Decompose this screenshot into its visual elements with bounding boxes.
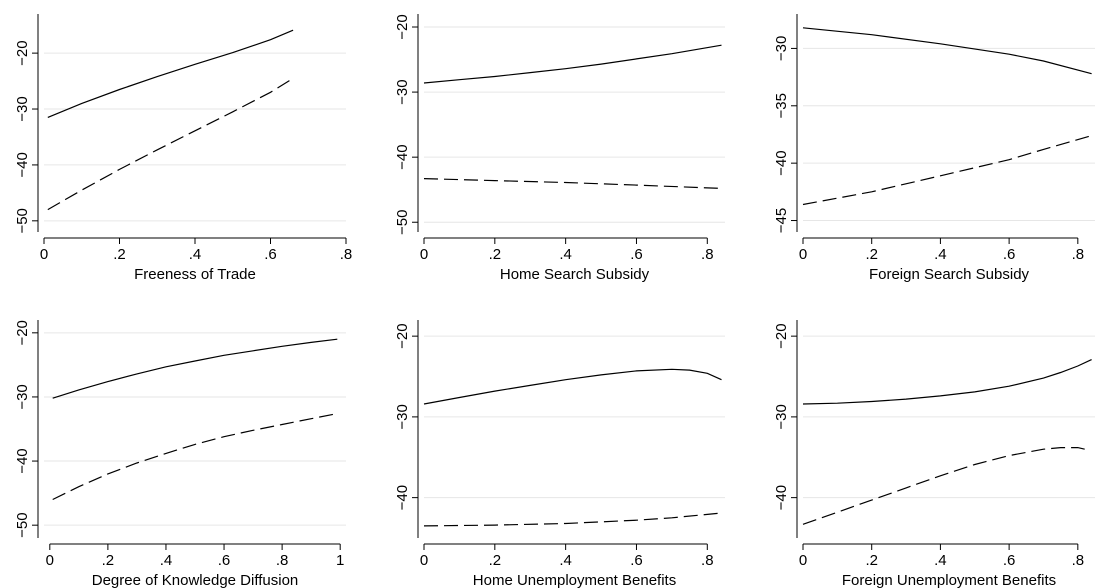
x-tick-label: .4 [559,246,572,263]
y-tick-label: −40 [773,150,790,175]
y-tick-label: −50 [14,512,31,537]
chart-panel-6: −40 −30 −20 0 .2 .4 .6 .8 Foreign Unemployment B… [773,320,1095,588]
y-tick-label: −20 [14,320,31,345]
x-tick-label: .2 [113,246,126,263]
x-axis-title: Freeness of Trade [134,266,256,283]
x-tick-label: .6 [1003,552,1016,569]
x-tick-label: .4 [934,246,947,263]
x-tick-label: .8 [340,246,353,263]
y-tick-label: −30 [394,404,411,429]
x-tick-label: .2 [865,246,878,263]
y-tick-label: −40 [394,485,411,510]
x-tick-label: 0 [420,246,428,263]
x-axis-title: Home Unemployment Benefits [473,572,676,588]
x-tick-label: .8 [1072,552,1085,569]
x-tick-label: 0 [799,246,807,263]
y-tick-label: −20 [773,323,790,348]
dashed-series-line [423,178,722,189]
x-tick-label: .8 [276,552,289,569]
y-tick-label: −30 [394,79,411,104]
x-tick-label: .2 [865,552,878,569]
y-tick-label: −30 [773,404,790,429]
solid-series-line [802,359,1092,405]
y-tick-label: −20 [394,14,411,39]
x-tick-label: .6 [1003,246,1016,263]
x-tick-label: .4 [559,552,572,569]
x-axis-title: Home Search Subsidy [500,266,650,283]
x-axis-title: Foreign Unemployment Benefits [842,572,1056,588]
solid-series-line [802,27,1092,75]
y-tick-label: −40 [773,485,790,510]
x-tick-label: .4 [160,552,173,569]
x-tick-label: .6 [630,552,643,569]
x-tick-label: .4 [934,552,947,569]
x-tick-label: .8 [701,552,714,569]
x-tick-label: 0 [420,552,428,569]
solid-series-line [52,338,338,399]
y-tick-label: −40 [394,144,411,169]
dashed-series-line [802,135,1092,206]
dashed-series-line [802,447,1085,525]
solid-series-line [423,368,722,405]
x-axis-title: Foreign Search Subsidy [869,266,1030,283]
x-tick-label: .4 [189,246,202,263]
x-tick-label: .8 [1072,246,1085,263]
x-tick-label: .2 [489,246,502,263]
x-tick-label: .6 [264,246,277,263]
x-tick-label: .6 [630,246,643,263]
y-tick-label: −45 [773,208,790,233]
y-tick-label: −40 [14,152,31,177]
y-tick-label: −20 [14,40,31,65]
y-tick-label: −30 [14,96,31,121]
dashed-series-line [47,77,294,211]
y-tick-label: −50 [14,208,31,233]
chart-panel-4: −50 −40 −30 −20 0 .2 .4 .6 .8 1 Degree of Knowledg… [14,320,346,588]
dashed-series-line [423,512,722,527]
y-tick-label: −20 [394,323,411,348]
chart-panel-3: −45 −40 −35 −30 0 .2 .4 .6 .8 Foreign Search Subs… [773,14,1095,283]
y-tick-label: −30 [773,36,790,61]
y-tick-label: −50 [394,210,411,235]
x-tick-label: .2 [489,552,502,569]
x-tick-label: 0 [799,552,807,569]
x-tick-label: 1 [336,552,344,569]
chart-panel-1: −50 −40 −30 −20 0 .2 .4 .6 .8 Freeness of Trade [14,14,352,283]
solid-series-line [47,29,294,118]
y-tick-label: −30 [14,384,31,409]
x-tick-label: .2 [102,552,115,569]
y-tick-label: −35 [773,93,790,118]
chart-panel-5: −40 −30 −20 0 .2 .4 .6 .8 Home Unemployment Bene… [394,320,725,588]
x-tick-label: .6 [218,552,231,569]
x-tick-label: 0 [40,246,48,263]
solid-series-line [423,44,722,84]
x-tick-label: .8 [701,246,714,263]
chart-panel-2: −50 −40 −30 −20 0 .2 .4 .6 .8 Home Search Subsidy [394,14,725,283]
y-tick-label: −40 [14,448,31,473]
dashed-series-line [52,413,338,501]
x-tick-label: 0 [46,552,54,569]
x-axis-title: Degree of Knowledge Diffusion [92,572,299,588]
